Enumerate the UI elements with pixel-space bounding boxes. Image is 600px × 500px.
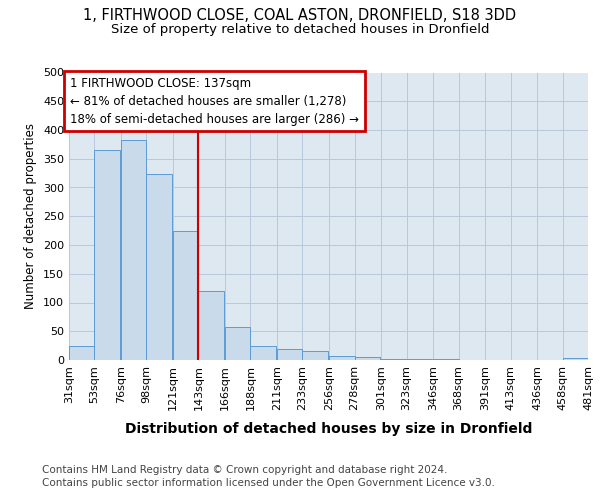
Bar: [381, 359, 407, 360]
Bar: [173, 230, 199, 360]
Bar: [302, 352, 328, 360]
Bar: [199, 291, 224, 360]
Text: Distribution of detached houses by size in Dronfield: Distribution of detached houses by size …: [125, 422, 532, 436]
Bar: [329, 356, 355, 360]
Bar: [250, 346, 276, 360]
Text: Size of property relative to detached houses in Dronfield: Size of property relative to detached ho…: [111, 22, 489, 36]
Bar: [355, 357, 380, 360]
Bar: [146, 174, 172, 360]
Text: Contains public sector information licensed under the Open Government Licence v3: Contains public sector information licen…: [42, 478, 495, 488]
Text: 1, FIRTHWOOD CLOSE, COAL ASTON, DRONFIELD, S18 3DD: 1, FIRTHWOOD CLOSE, COAL ASTON, DRONFIEL…: [83, 8, 517, 22]
Bar: [94, 150, 120, 360]
Bar: [277, 348, 302, 360]
Bar: [563, 358, 588, 360]
Y-axis label: Number of detached properties: Number of detached properties: [25, 123, 37, 309]
Text: 1 FIRTHWOOD CLOSE: 137sqm
← 81% of detached houses are smaller (1,278)
18% of se: 1 FIRTHWOOD CLOSE: 137sqm ← 81% of detac…: [70, 76, 359, 126]
Bar: [225, 327, 250, 360]
Bar: [121, 140, 146, 360]
Bar: [69, 346, 94, 360]
Text: Contains HM Land Registry data © Crown copyright and database right 2024.: Contains HM Land Registry data © Crown c…: [42, 465, 448, 475]
